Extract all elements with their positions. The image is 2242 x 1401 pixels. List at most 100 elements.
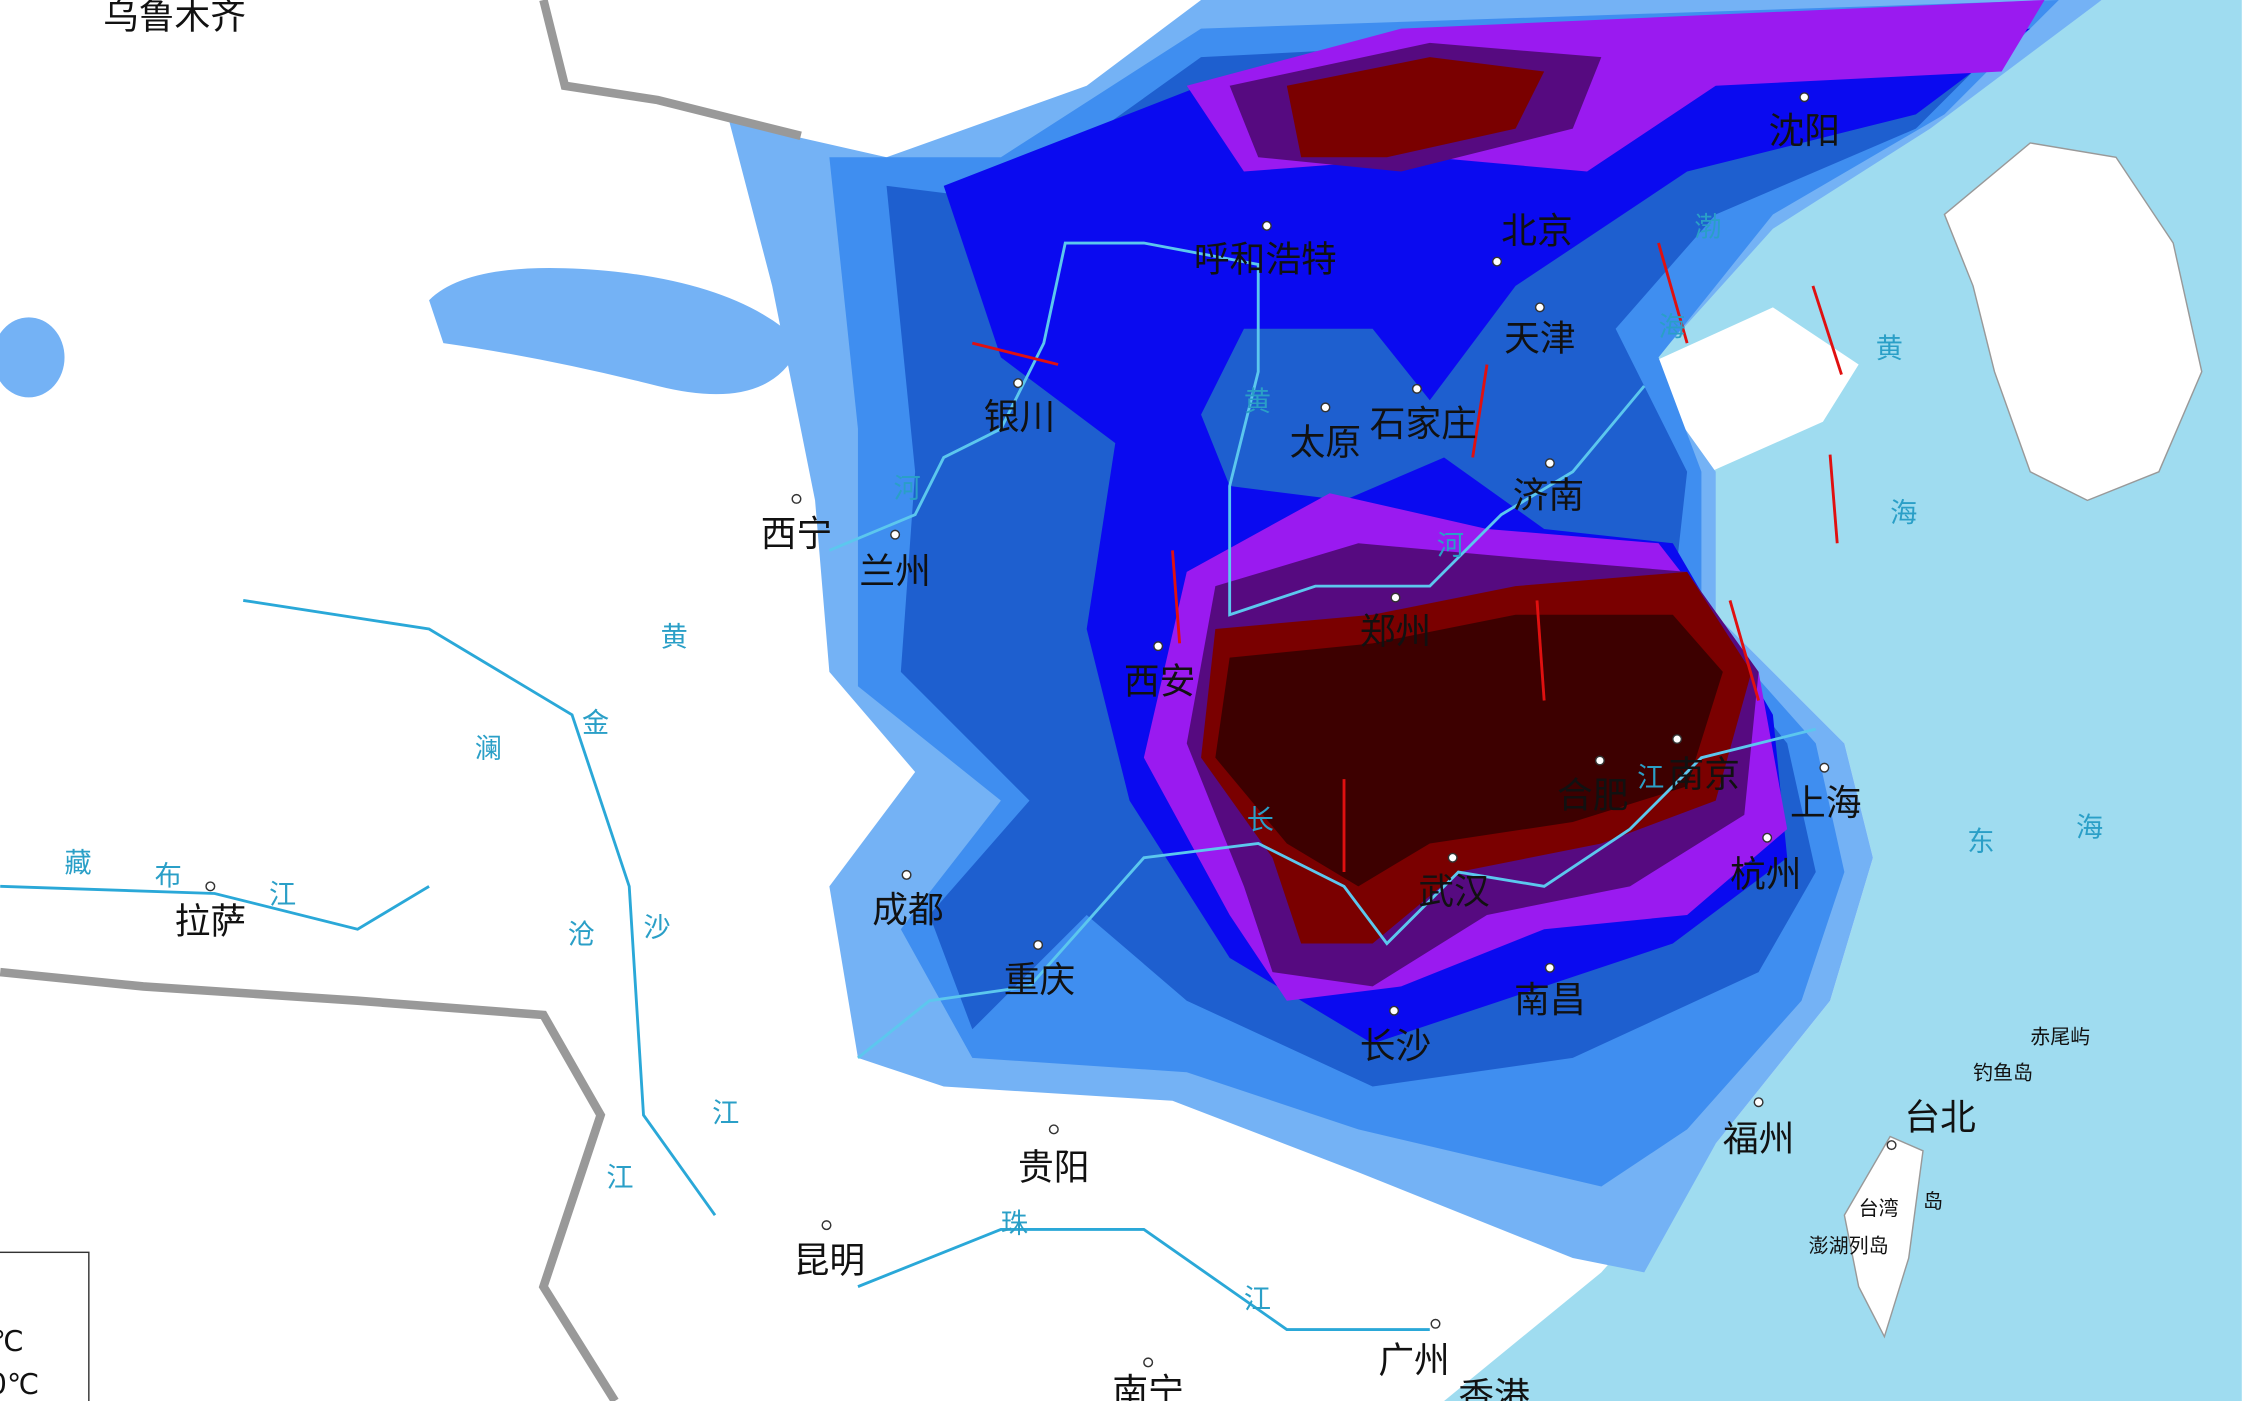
border <box>539 0 802 140</box>
city-label: 银川 <box>984 397 1055 438</box>
city-dot <box>1143 1357 1154 1368</box>
water-label: 黄 <box>661 622 688 653</box>
wind-barb <box>1811 285 1843 375</box>
city-dot <box>1411 383 1422 394</box>
city-dot <box>1819 762 1830 773</box>
city-dot <box>1153 641 1164 652</box>
city-label: 昆明 <box>794 1240 865 1281</box>
wind-barb <box>1171 550 1182 644</box>
city-dot <box>821 1220 832 1231</box>
water-label: 黄 <box>1244 386 1271 417</box>
city-label: 成都 <box>872 890 943 931</box>
city-dot <box>1447 852 1458 863</box>
city-dot <box>1390 592 1401 603</box>
city-label: 西宁 <box>761 514 832 555</box>
wind-barb <box>1535 600 1546 701</box>
water-label: 藏 <box>65 848 92 879</box>
city-dot <box>1389 1005 1400 1016</box>
city-label: 郑州 <box>1360 611 1431 652</box>
city-dot <box>1013 378 1024 389</box>
wind-barb <box>1828 454 1839 544</box>
city-dot <box>890 529 901 540</box>
city-label: 南昌 <box>1514 980 1585 1021</box>
korea <box>1943 142 2203 502</box>
water-label: 长 <box>1247 805 1274 836</box>
city-dot <box>1048 1124 1059 1135</box>
city-label: 呼和浩特 <box>1194 240 1337 281</box>
island-label: 澎湖列岛 <box>1809 1233 1889 1257</box>
island-label: 岛 <box>1923 1189 1943 1213</box>
city-label: 乌鲁木齐 <box>103 0 246 38</box>
water-label: 布 <box>155 861 182 892</box>
water-label: 沙 <box>644 912 671 943</box>
city-dot <box>1430 1318 1441 1329</box>
city-label: 南京 <box>1669 754 1740 795</box>
city-dot <box>1544 962 1555 973</box>
water-label: 江 <box>1244 1284 1271 1315</box>
city-dot <box>1534 302 1545 313</box>
water-label: 江 <box>1637 762 1664 793</box>
water-label: 江 <box>712 1098 739 1129</box>
city-label: 石家庄 <box>1370 404 1477 445</box>
border <box>0 967 619 1401</box>
city-label: 杭州 <box>1730 854 1801 895</box>
city-dot <box>1762 832 1773 843</box>
island-label: 赤尾屿 <box>2030 1025 2090 1049</box>
city-label: 福州 <box>1723 1119 1794 1160</box>
zone-1 <box>0 317 65 398</box>
city-dot <box>205 881 216 892</box>
city-dot <box>901 869 912 880</box>
yangtze-river <box>857 727 1817 1060</box>
city-dot <box>1320 402 1331 413</box>
city-dot <box>1672 734 1683 745</box>
city-label: 合肥 <box>1557 776 1628 817</box>
river <box>0 884 430 931</box>
legend-label: ℃ <box>0 1324 24 1358</box>
city-label: 西安 <box>1124 661 1195 702</box>
wind-barb <box>971 341 1059 366</box>
city-label: 太原 <box>1290 423 1361 464</box>
island-label: 钓鱼岛 <box>1973 1060 2033 1084</box>
city-label: 重庆 <box>1004 960 1075 1001</box>
city-dot <box>1033 939 1044 950</box>
city-dot <box>1261 220 1272 231</box>
water-label: 沧 <box>568 920 595 951</box>
city-label: 天津 <box>1504 318 1575 359</box>
water-label: 海 <box>1890 498 1917 529</box>
water-label: 江 <box>269 880 296 911</box>
water-label: 黄 <box>1876 333 1903 364</box>
city-label: 武汉 <box>1418 872 1489 913</box>
wind-barb <box>1728 600 1760 701</box>
taiwan <box>1843 1135 1924 1339</box>
city-label: 台北 <box>1904 1097 1975 1138</box>
wind-barbs <box>971 242 1843 873</box>
wind-barb <box>1657 242 1689 344</box>
water-label: 澜 <box>475 734 502 765</box>
legend-box <box>0 1251 90 1401</box>
city-label: 沈阳 <box>1769 111 1840 152</box>
city-label: 长沙 <box>1360 1026 1431 1067</box>
water-label: 珠 <box>1001 1208 1028 1239</box>
city-label: 南宁 <box>1112 1372 1183 1401</box>
city-label: 上海 <box>1790 783 1861 824</box>
water-label: 河 <box>894 473 921 504</box>
yellow-river <box>828 241 1646 617</box>
city-dot <box>1753 1097 1764 1108</box>
water-label: 东 <box>1967 827 1994 858</box>
legend-label: 0℃ <box>0 1367 39 1401</box>
city-dot <box>1544 458 1555 469</box>
water-label: 金 <box>582 708 609 739</box>
zone-8 <box>1215 614 1723 887</box>
city-dot <box>1886 1140 1897 1151</box>
island-label: 台湾 <box>1859 1196 1899 1220</box>
water-label: 河 <box>1437 531 1464 562</box>
city-label: 兰州 <box>859 551 930 592</box>
water-label: 海 <box>2076 812 2103 843</box>
city-dot <box>791 493 802 504</box>
city-dot <box>1594 755 1605 766</box>
city-label: 拉萨 <box>175 902 246 943</box>
city-label: 贵阳 <box>1018 1147 1089 1188</box>
water-label: 渤 <box>1694 212 1721 243</box>
